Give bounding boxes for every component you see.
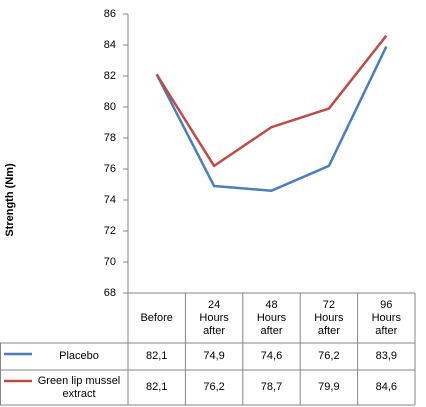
data-label: 76,2 bbox=[300, 343, 357, 370]
data-label: 74,6 bbox=[243, 343, 300, 370]
y-tick-label: 76 bbox=[104, 163, 116, 175]
y-tick-label: 86 bbox=[104, 8, 116, 20]
data-label-text: 76,2 bbox=[203, 381, 225, 393]
data-label-text: 84,6 bbox=[375, 381, 397, 393]
x-tick-label-text: 72 Hours after bbox=[314, 298, 344, 337]
legend-label: Green lip mussel extract bbox=[32, 370, 126, 405]
x-tick-label-text: Before bbox=[140, 311, 173, 324]
data-label: 78,7 bbox=[243, 370, 300, 405]
series-line bbox=[155, 34, 388, 168]
y-tick-label: 82 bbox=[104, 70, 116, 82]
series-line bbox=[155, 46, 388, 192]
data-label-text: 79,9 bbox=[318, 381, 340, 393]
x-tick-label-text: 48 Hours after bbox=[256, 298, 287, 337]
legend-label-text: Placebo bbox=[59, 350, 99, 362]
y-tick-label: 70 bbox=[104, 256, 116, 268]
y-tick-label: 72 bbox=[104, 225, 116, 237]
data-label-text: 82,1 bbox=[145, 350, 168, 362]
y-axis-label: Strength (Nm) bbox=[4, 163, 16, 237]
data-label-text: 78,7 bbox=[260, 381, 283, 393]
data-label-text: 83,9 bbox=[375, 350, 397, 362]
y-tick-label: 68 bbox=[104, 287, 116, 299]
data-label: 74,9 bbox=[185, 343, 242, 370]
data-label-text: 74,9 bbox=[203, 350, 225, 362]
y-tick-label: 84 bbox=[104, 39, 116, 51]
data-label-text: 74,6 bbox=[260, 350, 283, 362]
data-label: 79,9 bbox=[300, 370, 357, 405]
data-label: 82,1 bbox=[128, 370, 185, 405]
y-tick-label: 80 bbox=[104, 101, 116, 113]
data-label-text: 82,1 bbox=[145, 381, 168, 393]
y-tick-label: 78 bbox=[104, 132, 116, 144]
data-label-text: 76,2 bbox=[318, 350, 340, 362]
x-tick-label: 72 Hours after bbox=[300, 293, 357, 343]
x-tick-label: 24 Hours after bbox=[185, 293, 242, 343]
data-label: 76,2 bbox=[185, 370, 242, 405]
legend-label-text: Green lip mussel extract bbox=[37, 374, 121, 400]
x-tick-label: 96 Hours after bbox=[358, 293, 415, 343]
data-label: 83,9 bbox=[358, 343, 415, 370]
x-tick-label: 48 Hours after bbox=[243, 293, 300, 343]
x-tick-label: Before bbox=[128, 293, 185, 343]
x-tick-label-text: 96 Hours after bbox=[371, 298, 401, 337]
legend-label: Placebo bbox=[32, 343, 126, 370]
data-label: 82,1 bbox=[128, 343, 185, 370]
y-tick-label: 74 bbox=[104, 194, 116, 206]
x-tick-label-text: 24 Hours after bbox=[199, 298, 229, 337]
data-label: 84,6 bbox=[358, 370, 415, 405]
